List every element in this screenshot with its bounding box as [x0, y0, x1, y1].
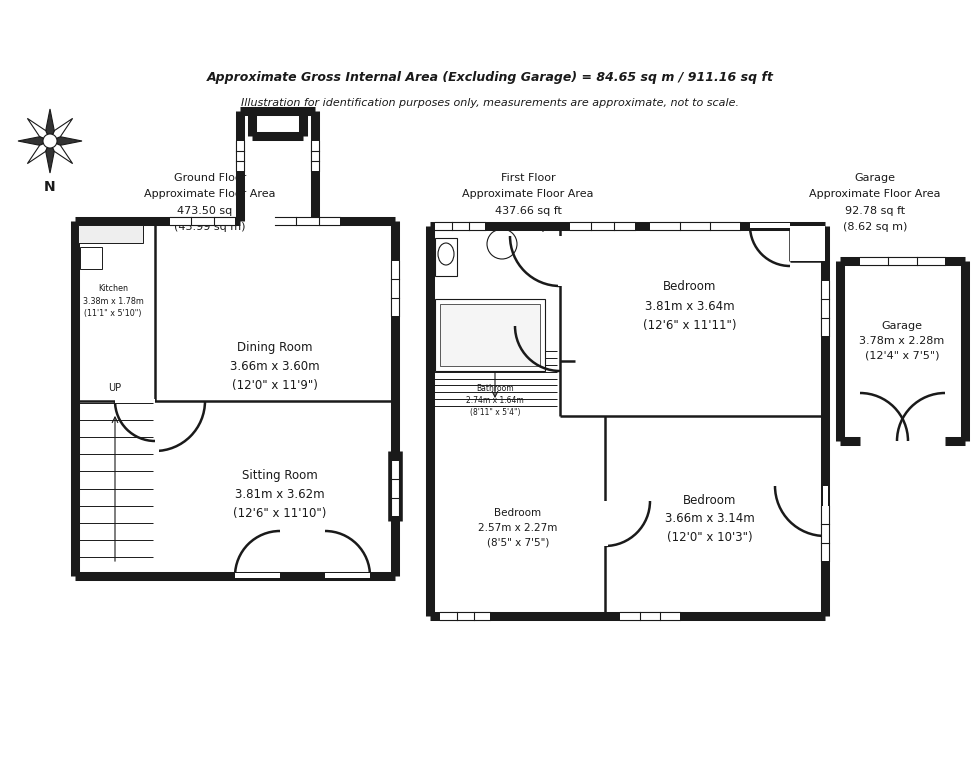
Bar: [115, 399, 155, 403]
Text: UP: UP: [109, 383, 122, 393]
Text: Dining Room
3.66m x 3.60m
(12'0" x 11'9"): Dining Room 3.66m x 3.60m (12'0" x 11'9"…: [230, 341, 319, 392]
Bar: [435, 299, 545, 371]
Text: Approximate Gross Internal Area (Excluding Garage) = 84.65 sq m / 911.16 sq ft: Approximate Gross Internal Area (Excludi…: [207, 72, 773, 85]
Polygon shape: [46, 141, 54, 173]
Bar: [435, 222, 485, 230]
Text: Ground Floor
Approximate Floor Area
473.50 sq ft
(43.99 sq m): Ground Floor Approximate Floor Area 473.…: [144, 173, 275, 232]
Bar: [570, 222, 635, 230]
Bar: [155, 403, 159, 453]
Text: Bedroom
2.57m x 2.27m
(8'5" x 7'5"): Bedroom 2.57m x 2.27m (8'5" x 7'5"): [478, 508, 558, 548]
Polygon shape: [50, 141, 73, 163]
Text: Garage
Approximate Floor Area
92.78 sq ft
(8.62 sq m): Garage Approximate Floor Area 92.78 sq f…: [809, 173, 941, 232]
Text: Kitchen
3.38m x 1.78m
(11'1" x 5'10"): Kitchen 3.38m x 1.78m (11'1" x 5'10"): [82, 284, 143, 318]
Text: N: N: [44, 180, 56, 194]
Text: Illustration for identification purposes only, measurements are approximate, not: Illustration for identification purposes…: [241, 98, 739, 108]
Polygon shape: [50, 136, 82, 145]
Polygon shape: [18, 136, 50, 145]
Polygon shape: [46, 109, 54, 141]
Polygon shape: [27, 141, 50, 163]
Bar: [435, 238, 457, 276]
Polygon shape: [50, 119, 73, 141]
Bar: [440, 304, 540, 366]
Text: First Floor
Approximate Floor Area
437.66 sq ft
(40.66 sq m): First Floor Approximate Floor Area 437.6…: [463, 173, 594, 232]
Bar: [620, 612, 680, 620]
Bar: [823, 486, 828, 536]
Bar: [558, 236, 563, 286]
Bar: [750, 223, 790, 228]
Bar: [78, 225, 143, 243]
Bar: [170, 217, 235, 225]
Text: Bedroom
3.66m x 3.14m
(12'0" x 10'3"): Bedroom 3.66m x 3.14m (12'0" x 10'3"): [665, 493, 755, 544]
Bar: [275, 217, 340, 225]
Bar: [650, 222, 740, 230]
Bar: [821, 281, 829, 336]
Text: Bathroom
2.74m x 1.64m
(8'11" x 5'4"): Bathroom 2.74m x 1.64m (8'11" x 5'4"): [466, 384, 524, 416]
Text: Garage
3.78m x 2.28m
(12'4" x 7'5"): Garage 3.78m x 2.28m (12'4" x 7'5"): [859, 322, 945, 361]
Bar: [821, 506, 829, 561]
Bar: [325, 573, 370, 578]
Circle shape: [43, 134, 57, 148]
Bar: [391, 261, 399, 316]
Bar: [235, 573, 280, 578]
Polygon shape: [27, 119, 50, 141]
Text: DN: DN: [503, 336, 518, 346]
Bar: [790, 226, 825, 261]
Text: Sitting Room
3.81m x 3.62m
(12'6" x 11'10"): Sitting Room 3.81m x 3.62m (12'6" x 11'1…: [233, 469, 326, 520]
Bar: [391, 461, 399, 516]
Bar: [603, 501, 608, 546]
Bar: [236, 141, 244, 171]
Bar: [311, 141, 319, 171]
Bar: [440, 612, 490, 620]
Bar: [80, 247, 102, 269]
Bar: [860, 257, 945, 265]
Text: Bedroom
3.81m x 3.64m
(12'6" x 11'11"): Bedroom 3.81m x 3.64m (12'6" x 11'11"): [643, 281, 737, 332]
